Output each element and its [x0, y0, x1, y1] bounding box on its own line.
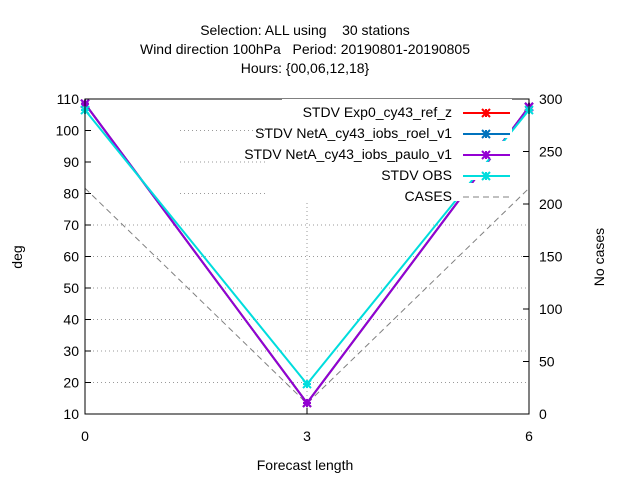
legend-label: STDV Exp0_cy43_ref_z [303, 104, 452, 120]
legend-bg [282, 141, 512, 159]
legend-bg [282, 120, 512, 138]
x-axis-label: Forecast length [257, 457, 354, 473]
data-point [481, 171, 491, 181]
y2-tick-label: 100 [539, 301, 563, 317]
y2-tick-label: 50 [539, 354, 555, 370]
legend-entry: STDV Exp0_cy43_ref_z [282, 99, 512, 120]
data-point [302, 398, 312, 408]
legend-bg [282, 183, 512, 201]
title-line-1: Selection: ALL using 30 stations [200, 22, 410, 38]
legend-entry: STDV NetA_cy43_iobs_paulo_v1 [244, 141, 512, 162]
data-point [481, 108, 491, 118]
legend-entry: STDV NetA_cy43_iobs_roel_v1 [255, 120, 512, 141]
y-tick-label: 60 [63, 249, 79, 265]
y-tick-label: 110 [57, 91, 80, 107]
y2-tick-label: 200 [539, 196, 563, 212]
y2-tick-label: 250 [539, 144, 563, 160]
chart-title: Selection: ALL using 30 stations Wind di… [140, 22, 470, 76]
data-point [302, 379, 312, 389]
y-tick-label: 30 [63, 343, 79, 359]
y-axis-label: deg [9, 245, 25, 268]
y-tick-label: 50 [63, 280, 79, 296]
y-tick-label: 100 [56, 123, 80, 139]
legend-label: STDV NetA_cy43_iobs_paulo_v1 [244, 146, 452, 162]
y-tick-label: 20 [63, 375, 79, 391]
legend-bg [282, 99, 512, 117]
legend-bg [282, 162, 512, 180]
cases-layer [84, 187, 530, 405]
legend-label: CASES [405, 188, 452, 204]
data-point [481, 150, 491, 160]
y2-tick-label: 150 [539, 249, 563, 265]
axes: 1020304050607080901001100501001502002503… [56, 91, 563, 444]
legend-entry: STDV OBS [282, 162, 512, 183]
y-tick-label: 70 [63, 217, 79, 233]
y-tick-label: 10 [63, 406, 79, 422]
title-line-2: Wind direction 100hPa Period: 20190801-2… [140, 41, 470, 57]
legend: STDV Exp0_cy43_ref_z STDV NetA_cy43_iobs_… [244, 99, 512, 204]
x-tick-label: 3 [303, 428, 311, 444]
y2-axis-label: No cases [591, 228, 607, 286]
legend-label: STDV NetA_cy43_iobs_roel_v1 [255, 125, 452, 141]
x-tick-label: 0 [81, 428, 89, 444]
y2-tick-label: 0 [539, 406, 547, 422]
y-tick-label: 90 [63, 154, 79, 170]
y-tick-label: 80 [63, 186, 79, 202]
y2-tick-label: 300 [539, 91, 563, 107]
cases-line [84, 187, 530, 405]
data-point [481, 129, 491, 139]
y-tick-label: 40 [63, 312, 79, 328]
legend-entry: CASES [282, 183, 512, 204]
x-tick-label: 6 [525, 428, 533, 444]
legend-label: STDV OBS [381, 167, 452, 183]
title-line-3: Hours: {00,06,12,18} [241, 60, 370, 76]
